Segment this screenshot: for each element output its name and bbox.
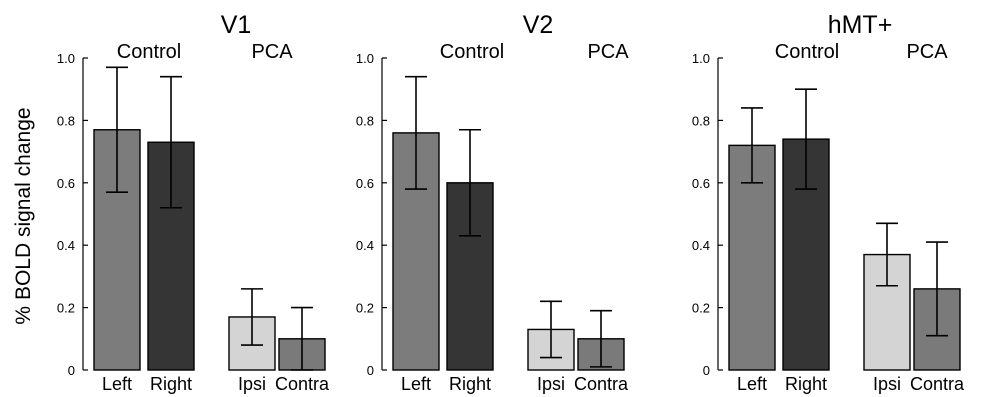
group-label-pca: PCA [587,41,629,63]
y-tick-label: 0.4 [356,238,374,253]
y-tick-label: 0 [367,363,374,378]
y-tick-label: 0.8 [57,113,75,128]
category-label-ipsi: Ipsi [238,374,266,394]
category-label-contra: Contra [574,374,629,394]
y-axis-label: % BOLD signal change [12,107,35,324]
y-tick-label: 0.2 [57,301,75,316]
y-tick-label: 0.8 [692,113,710,128]
category-label-ipsi: Ipsi [873,374,901,394]
y-tick-label: 1.0 [692,51,710,66]
group-label-control: Control [440,41,504,63]
category-label-contra: Contra [275,374,330,394]
panel-v1: V1 Control PCA 0 0.2 0.4 0.6 0.8 1.0 Left Right Ips… [57,11,330,394]
category-label-left: Left [737,374,767,394]
category-label-right: Right [150,374,192,394]
y-tick-label: 1.0 [356,51,374,66]
panel-title: V1 [221,11,252,39]
y-tick-label: 0 [703,363,710,378]
category-label-contra: Contra [910,374,965,394]
y-tick-label: 0.6 [692,176,710,191]
panel-title: V2 [523,11,554,39]
y-tick-label: 0.4 [57,238,75,253]
y-tick-label: 0.6 [57,176,75,191]
panels: V1 Control PCA 0 0.2 0.4 0.6 0.8 1.0 Left Right Ips… [57,11,965,394]
group-label-pca: PCA [251,41,293,63]
category-label-right: Right [449,374,491,394]
y-tick-label: 0.6 [356,176,374,191]
group-label-control: Control [775,41,839,63]
category-label-left: Left [102,374,132,394]
y-tick-label: 0 [68,363,75,378]
y-tick-label: 0.2 [692,301,710,316]
category-label-left: Left [401,374,431,394]
y-tick-label: 0.4 [692,238,710,253]
category-label-ipsi: Ipsi [537,374,565,394]
category-label-right: Right [785,374,827,394]
group-label-control: Control [117,41,181,63]
y-tick-label: 0.2 [356,301,374,316]
y-tick-label: 1.0 [57,51,75,66]
panel-v2: V2 Control PCA 0 0.2 0.4 0.6 0.8 1.0 Left Right Ips… [356,11,629,394]
panel-title: hMT+ [828,11,893,39]
y-tick-label: 0.8 [356,113,374,128]
group-label-pca: PCA [906,41,948,63]
panel-hmt: hMT+Control PCA 0 0.2 0.4 0.6 0.8 1.0 Left Right I… [692,11,965,394]
